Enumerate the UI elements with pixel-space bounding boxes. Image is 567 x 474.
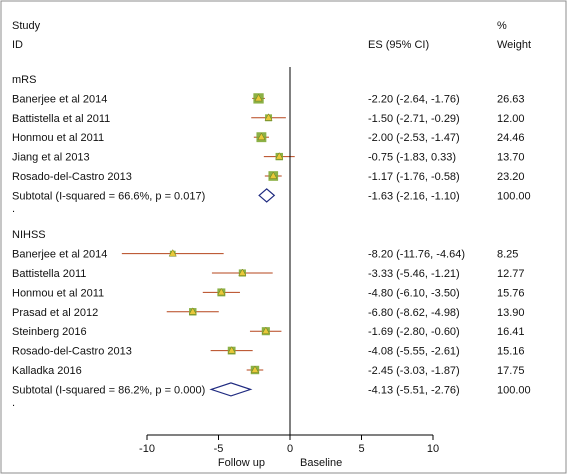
weight-label: 24.46: [497, 132, 525, 144]
x-tick-label: 10: [427, 443, 439, 455]
study-label: Kalladka 2016: [12, 365, 82, 377]
es-ci-label: -1.17 (-1.76, -0.58): [368, 171, 460, 183]
point-estimate: [217, 287, 226, 296]
header-percent: %: [497, 20, 507, 32]
study-label: Battistella et al 2011: [12, 113, 110, 125]
point-estimate: [188, 307, 197, 315]
x-label-right: Baseline: [300, 457, 342, 469]
point-estimate: [250, 365, 259, 373]
header-study: Study: [12, 20, 41, 32]
weight-label: 13.70: [497, 152, 525, 164]
study-label: Honmou et al 2011: [12, 287, 104, 299]
point-estimate: [261, 326, 270, 335]
weight-label: 26.63: [497, 93, 525, 105]
es-ci-label: -1.50 (-2.71, -0.29): [368, 113, 460, 125]
subtotal-diamond: [258, 188, 276, 203]
study-label: Banerjee et al 2014: [12, 93, 107, 105]
weight-label: 13.90: [497, 307, 525, 319]
group-label: mRS: [12, 74, 36, 86]
weight-label: 23.20: [497, 171, 525, 183]
study-label: Prasad et al 2012: [12, 307, 98, 319]
es-ci-label: -2.20 (-2.64, -1.76): [368, 93, 460, 105]
x-axis: -10 -5 0 5 10 Follow up Baseline: [139, 67, 439, 469]
es-ci-label: -3.33 (-5.46, -1.21): [368, 268, 460, 280]
study-label: Steinberg 2016: [12, 326, 87, 338]
es-ci-label: -1.69 (-2.80, -0.60): [368, 326, 460, 338]
study-label: Honmou et al 2011: [12, 132, 104, 144]
weight-label: 8.25: [497, 249, 518, 261]
weight-label: 16.41: [497, 326, 525, 338]
header-es: ES (95% CI): [368, 39, 429, 51]
study-label: Jiang et al 2013: [12, 152, 90, 164]
x-tick-label: -10: [139, 443, 155, 455]
study-label: Battistella 2011: [12, 268, 86, 280]
x-tick-label: 5: [358, 443, 364, 455]
group-label: NIHSS: [12, 229, 46, 241]
subtotal-weight: 100.00: [497, 384, 531, 396]
x-label-left: Follow up: [218, 457, 265, 469]
weight-label: 12.00: [497, 113, 525, 125]
es-ci-label: -8.20 (-11.76, -4.64): [368, 249, 465, 261]
point-estimate: [227, 346, 236, 354]
weight-label: 17.75: [497, 365, 525, 377]
weight-label: 15.76: [497, 287, 525, 299]
point-estimate: [238, 268, 247, 276]
header-id: ID: [12, 39, 23, 51]
subtotal-diamond: [209, 382, 253, 397]
separator-dot: .: [12, 203, 15, 215]
weight-label: 15.16: [497, 346, 525, 358]
subtotal-label: Subtotal (I-squared = 86.2%, p = 0.000): [12, 384, 205, 396]
header-weight: Weight: [497, 39, 531, 51]
es-ci-label: -4.08 (-5.55, -2.61): [368, 346, 460, 358]
x-tick-label: -5: [214, 443, 224, 455]
study-label: Banerjee et al 2014: [12, 249, 107, 261]
es-ci-label: -2.00 (-2.53, -1.47): [368, 132, 460, 144]
point-estimate: [254, 93, 263, 102]
subtotal-es-ci: -1.63 (-2.16, -1.10): [368, 190, 460, 202]
forest-rows: mRS Banerjee et al 2014 -2.20 (-2.64, -1.7…: [12, 74, 531, 409]
x-tick-label: 0: [287, 443, 293, 455]
subtotal-es-ci: -4.13 (-5.51, -2.76): [368, 384, 460, 396]
es-ci-label: -2.45 (-3.03, -1.87): [368, 365, 460, 377]
subtotal-weight: 100.00: [497, 190, 531, 202]
point-estimate: [264, 113, 273, 121]
point-estimate: [257, 132, 266, 141]
separator-dot: .: [12, 397, 15, 409]
es-ci-label: -4.80 (-6.10, -3.50): [368, 287, 460, 299]
weight-label: 12.77: [497, 268, 525, 280]
es-ci-label: -6.80 (-8.62, -4.98): [368, 307, 460, 319]
study-label: Rosado-del-Castro 2013: [12, 346, 132, 358]
subtotal-label: Subtotal (I-squared = 66.6%, p = 0.017): [12, 190, 205, 202]
study-label: Rosado-del-Castro 2013: [12, 171, 132, 183]
point-estimate: [269, 171, 278, 179]
point-estimate: [168, 249, 177, 257]
point-estimate: [275, 152, 284, 160]
es-ci-label: -0.75 (-1.83, 0.33): [368, 152, 456, 164]
